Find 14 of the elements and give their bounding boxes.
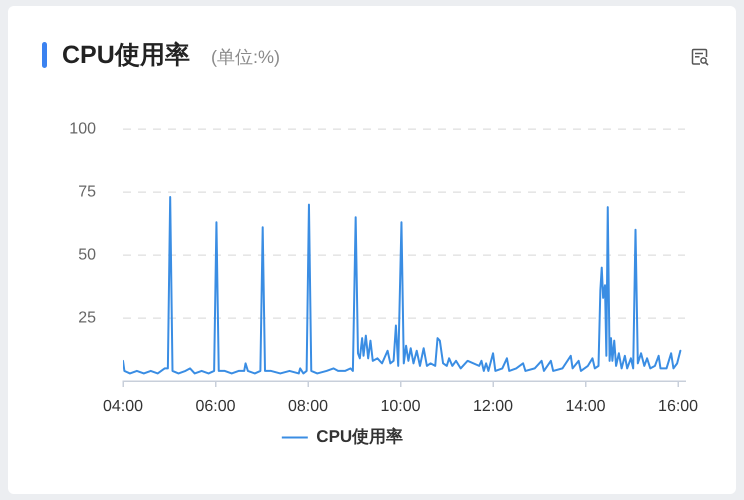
x-tick-label: 06:00: [195, 398, 236, 416]
x-tick-label: 08:00: [288, 398, 328, 416]
x-tick-label: 12:00: [473, 398, 514, 416]
x-tick-label: 16:00: [658, 398, 698, 416]
chart-subtitle: (单位:%): [211, 47, 280, 67]
y-tick-label: 50: [78, 246, 96, 264]
y-tick-label: 75: [78, 183, 96, 200]
chart-title: CPU使用率: [62, 41, 190, 69]
x-tick-label: 04:00: [102, 398, 144, 416]
x-tick-label: 10:00: [380, 398, 421, 416]
y-tick-label: 25: [78, 309, 96, 326]
x-tick-label: 14:00: [566, 398, 606, 416]
y-tick-label: 100: [69, 120, 96, 138]
legend-label: CPU使用率: [316, 427, 404, 446]
